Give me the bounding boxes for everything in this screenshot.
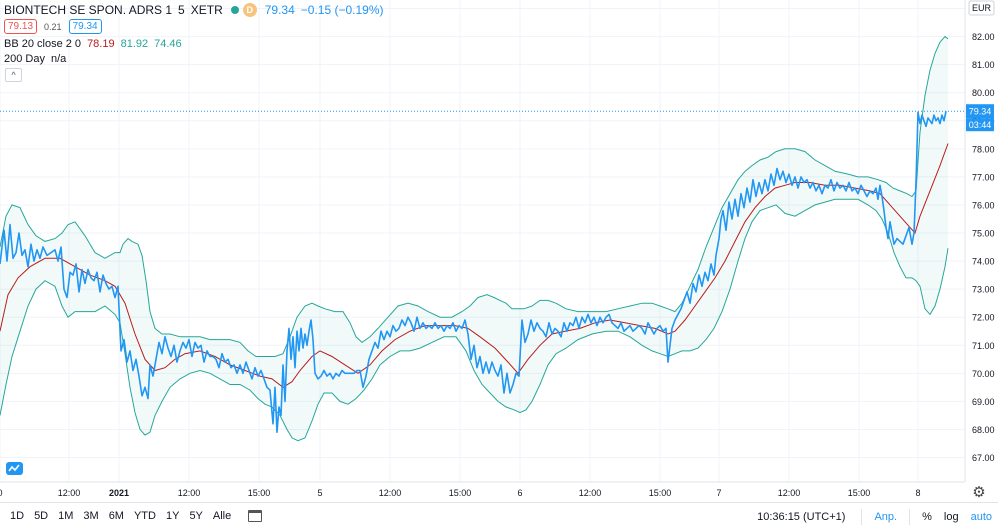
last-price-label: 79.34 — [969, 107, 992, 117]
spread-value: 0.21 — [44, 21, 62, 32]
x-tick-label: 2021 — [109, 488, 129, 498]
y-tick-label: 69.00 — [972, 397, 995, 407]
bb-upper-value: 81.92 — [120, 38, 149, 50]
x-tick-label: 5 — [317, 488, 322, 498]
y-tick-label: 68.00 — [972, 425, 995, 435]
x-tick-label: 12:00 — [58, 488, 81, 498]
price-change: −0.15 (−0.19%) — [300, 3, 384, 17]
y-tick-label: 81.00 — [972, 60, 995, 70]
currency-label[interactable]: EUR — [968, 0, 995, 16]
x-tick-label: 6 — [517, 488, 522, 498]
market-status-icon — [230, 6, 239, 14]
symbol-name: BIONTECH SE SPON. ADRS 1 — [4, 3, 173, 17]
calendar-icon[interactable] — [248, 510, 263, 522]
bb-background — [0, 36, 948, 441]
x-tick-label: 7 — [716, 488, 721, 498]
log-toggle[interactable]: log — [943, 510, 959, 523]
range-5d-button[interactable]: 5D — [34, 510, 49, 522]
last-price-marker: 79.34 03:44 — [0, 104, 994, 132]
bb-lower-line — [0, 198, 949, 442]
range-1d-button[interactable]: 1D — [10, 510, 25, 522]
ma-label: 200 Day — [4, 53, 45, 65]
range-6m-button[interactable]: 6M — [108, 510, 124, 522]
x-tick-label: 15:00 — [649, 488, 672, 498]
last-price: 79.34 — [264, 3, 295, 17]
currency-text: EUR — [972, 3, 992, 13]
range-all-button[interactable]: Alle — [212, 510, 232, 522]
range-3m-button[interactable]: 3M — [83, 510, 99, 522]
x-tick-label: 12:00 — [778, 488, 801, 498]
range-5y-button[interactable]: 5Y — [189, 510, 203, 522]
y-tick-label: 80.00 — [972, 88, 995, 98]
bottom-right-controls: 10:36:15 (UTC+1) Anp. % log auto — [757, 503, 998, 529]
tradingview-logo-icon[interactable] — [6, 462, 23, 475]
y-tick-label: 70.00 — [972, 369, 995, 379]
bb-label: BB 20 close 2 0 — [4, 38, 82, 50]
divider — [909, 508, 911, 525]
exchange-label: XETR — [190, 3, 223, 17]
buy-button[interactable]: 79.34 — [68, 19, 102, 34]
bb-basis-value: 78.19 — [87, 38, 115, 50]
y-tick-label: 67.00 — [972, 453, 995, 463]
ma-indicator-legend[interactable]: 200 Day n/a — [4, 53, 66, 65]
y-tick-label: 73.00 — [972, 285, 995, 295]
y-tick-label: 77.00 — [972, 172, 995, 182]
chevron-up-icon: ^ — [11, 70, 16, 80]
bb-band-fill — [0, 36, 948, 441]
y-tick-label: 72.00 — [972, 313, 995, 323]
time-axis[interactable]: 0 12:00 2021 12:00 15:00 5 12:00 15:00 6 12:00 15:… — [0, 488, 921, 498]
countdown-label: 03:44 — [969, 120, 992, 130]
last-price-box — [966, 104, 994, 119]
x-tick-label: 12:00 — [178, 488, 201, 498]
x-tick-label: 8 — [915, 488, 920, 498]
x-tick-label: 15:00 — [248, 488, 271, 498]
gear-icon[interactable]: ⚙ — [972, 484, 986, 501]
delayed-data-badge[interactable]: D — [242, 3, 257, 17]
price-line[interactable] — [0, 111, 947, 433]
divider — [861, 508, 863, 525]
x-tick-label: 12:00 — [379, 488, 402, 498]
ma-value: n/a — [50, 53, 67, 65]
y-tick-label: 71.00 — [972, 341, 995, 351]
range-1y-button[interactable]: 1Y — [165, 510, 180, 522]
adjust-toggle[interactable]: Anp. — [874, 510, 898, 523]
percent-toggle[interactable]: % — [922, 510, 932, 523]
y-tick-label: 76.00 — [972, 200, 995, 210]
bb-lower-value: 74.46 — [154, 38, 182, 50]
bid-ask-row: 79.13 0.21 79.34 — [4, 19, 102, 34]
x-tick-label: 0 — [0, 488, 3, 498]
bb-upper-line — [0, 35, 949, 357]
series-lines — [0, 35, 949, 442]
collapse-legend-button[interactable]: ^ — [5, 68, 22, 82]
x-tick-label: 12:00 — [579, 488, 602, 498]
price-axis[interactable]: 67.00 68.00 69.00 70.00 71.00 72.00 73.00 74.00… — [972, 4, 995, 463]
x-tick-label: 15:00 — [848, 488, 871, 498]
auto-scale-toggle[interactable]: auto — [970, 510, 992, 523]
y-tick-label: 74.00 — [972, 257, 995, 267]
symbol-legend[interactable]: BIONTECH SE SPON. ADRS 1 5 XETR D 79.34 … — [4, 3, 384, 17]
countdown-box — [966, 118, 994, 132]
sell-button[interactable]: 79.13 — [4, 19, 38, 34]
range-1m-button[interactable]: 1M — [58, 510, 74, 522]
grid — [0, 0, 965, 482]
y-tick-label: 75.00 — [972, 229, 995, 239]
x-tick-label: 15:00 — [449, 488, 472, 498]
y-tick-label: 78.00 — [972, 144, 995, 154]
clock-timezone[interactable]: 10:36:15 (UTC+1) — [757, 510, 846, 523]
y-tick-label: 82.00 — [972, 32, 995, 42]
interval-label: 5 — [178, 3, 185, 17]
range-ytd-button[interactable]: YTD — [133, 510, 156, 522]
bottom-toolbar: 1D 5D 1M 3M 6M YTD 1Y 5Y Alle 10:36:15 (… — [0, 502, 998, 529]
bb-indicator-legend[interactable]: BB 20 close 2 0 78.19 81.92 74.46 — [4, 38, 182, 50]
